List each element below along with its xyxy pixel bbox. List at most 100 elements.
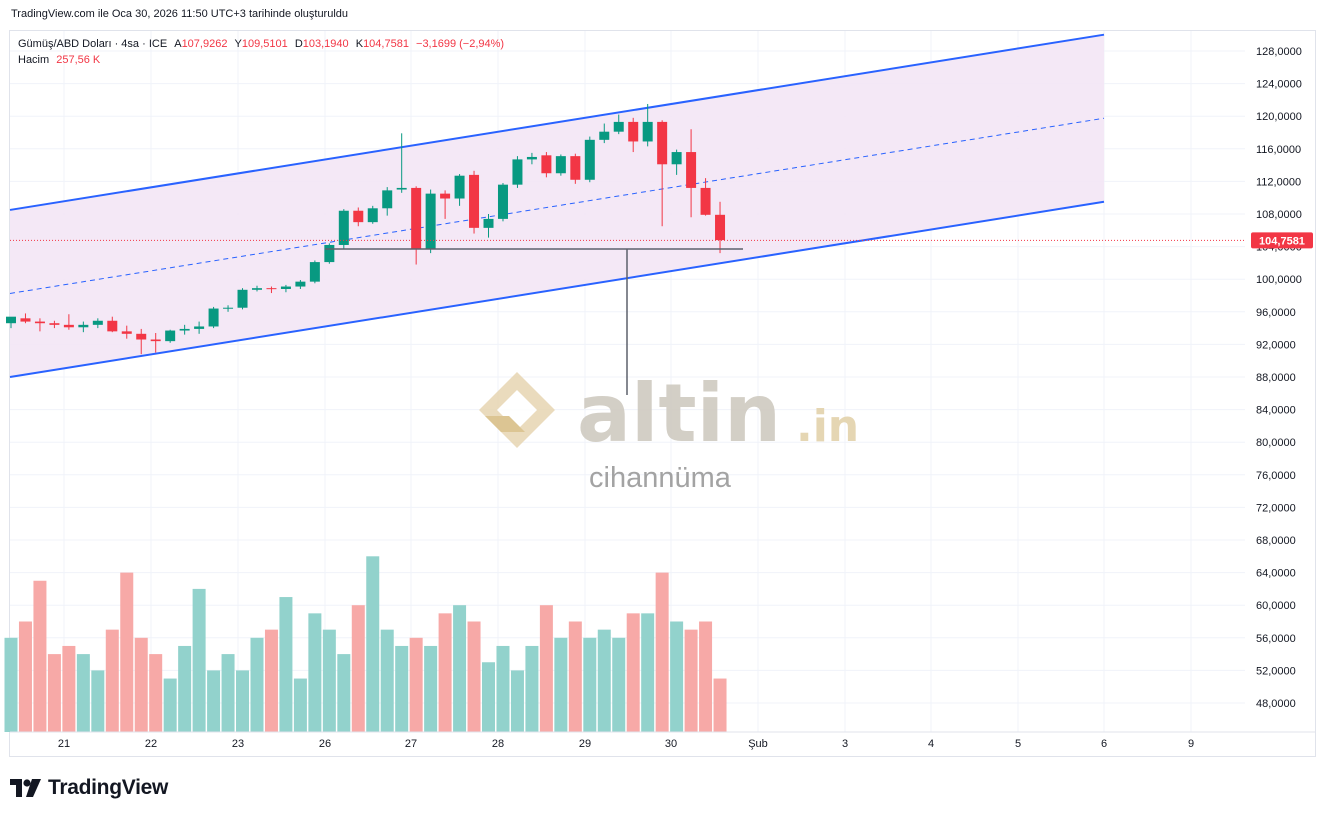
price-tick-label: 96,0000	[1256, 307, 1296, 319]
price-tick-label: 100,0000	[1256, 274, 1302, 286]
price-tick-label: 84,0000	[1256, 405, 1296, 417]
volume-bar	[684, 629, 698, 732]
volume-value: 257,56 K	[56, 54, 101, 66]
time-tick-label: 6	[1101, 738, 1107, 750]
channel-median-line	[9, 117, 1105, 294]
volume-bar	[207, 670, 221, 732]
time-tick-label: 5	[1015, 738, 1021, 750]
candle-body	[121, 331, 132, 334]
volume-bar	[18, 621, 32, 732]
volume-bar	[105, 629, 119, 732]
volume-bar	[149, 654, 163, 732]
volume-bar	[525, 645, 539, 732]
price-tick-label: 112,0000	[1256, 176, 1301, 188]
candle-body	[671, 152, 682, 165]
candle-body	[353, 210, 364, 223]
volume-bar	[264, 629, 278, 732]
volume-bar	[163, 678, 177, 732]
watermark: altin .in cihannüma	[479, 367, 859, 494]
volume-bar	[192, 588, 206, 732]
candle-body	[223, 307, 234, 309]
volume-bar	[583, 637, 597, 732]
volume-bar	[76, 654, 90, 732]
candle-body	[440, 193, 451, 199]
candle-body	[469, 174, 480, 228]
volume-bar	[568, 621, 582, 732]
price-channel	[9, 33, 1105, 378]
candle-body	[150, 339, 161, 342]
last-price-text: 104,7581	[1259, 235, 1305, 247]
tradingview-logo-icon	[10, 779, 41, 797]
time-axis: 21 22 23 26 27 28 29 30 Şub 3 4 5 6 9	[10, 731, 1316, 750]
volume-bar	[250, 637, 264, 732]
volume-bar	[496, 645, 510, 732]
low-value: 103,1940	[302, 38, 349, 50]
volume-bar	[482, 662, 496, 732]
candle-body	[483, 218, 494, 228]
candle-body	[34, 321, 45, 324]
volume-bar	[409, 637, 423, 732]
price-tick-label: 128,0000	[1256, 46, 1302, 58]
candle-body	[107, 320, 118, 332]
time-tick-label: 9	[1188, 738, 1194, 750]
volume-bar	[62, 645, 76, 732]
candle-body	[92, 320, 103, 325]
candle-body	[642, 121, 653, 142]
volume-bar	[554, 637, 568, 732]
time-tick-label: 29	[579, 738, 591, 750]
volume-bar	[453, 605, 467, 732]
tradingview-logo[interactable]: TradingView	[10, 776, 168, 800]
volume-bar	[4, 637, 18, 732]
candle-body	[425, 193, 436, 250]
volume-bar	[47, 654, 61, 732]
volume-bar	[510, 670, 524, 732]
price-tick-label: 120,0000	[1256, 111, 1302, 123]
watermark-brand-suffix: .in	[796, 401, 859, 452]
tradingview-logo-text: TradingView	[48, 776, 169, 799]
time-tick-label: 27	[405, 738, 417, 750]
price-tick-label: 108,0000	[1256, 209, 1302, 221]
volume-bar	[279, 597, 293, 732]
candle-body	[324, 244, 335, 263]
time-tick-label: 23	[232, 738, 244, 750]
candle-body	[78, 324, 89, 328]
candle-body	[165, 330, 176, 342]
time-tick-label: 22	[145, 738, 157, 750]
candle-body	[251, 288, 262, 290]
candle-body	[715, 214, 726, 241]
candle-body	[194, 326, 205, 329]
close-label: K	[355, 38, 364, 50]
time-tick-label: Şub	[748, 738, 768, 750]
candle-body	[686, 152, 697, 188]
open-label: A	[174, 38, 182, 50]
volume-bar	[337, 654, 351, 732]
candle-body	[599, 131, 610, 140]
candle-body	[454, 175, 465, 199]
channel-upper-line	[9, 33, 1105, 211]
symbol-name[interactable]: Gümüş/ABD Doları · 4sa · ICE	[18, 38, 168, 50]
change-value: −3,1699 (−2,94%)	[416, 38, 505, 50]
volume-bar	[597, 629, 611, 732]
price-tick-label: 48,0000	[1256, 698, 1296, 710]
channel-lower-line	[9, 200, 1105, 378]
chart-legend: Gümüş/ABD Doları · 4sa · ICE A107,9262 Y…	[18, 36, 504, 68]
high-label: Y	[234, 38, 242, 50]
time-tick-label: 3	[842, 738, 848, 750]
candle-body	[208, 308, 219, 327]
chart-annotations	[10, 239, 1245, 395]
candle-body	[526, 156, 537, 160]
candle-body	[657, 121, 668, 165]
candle-body	[497, 184, 508, 219]
volume-bar	[612, 637, 626, 732]
time-tick-label: 28	[492, 738, 504, 750]
volume-label: Hacim	[18, 54, 50, 66]
volume-bar	[351, 605, 365, 732]
chart-caption: TradingView.com ile Oca 30, 2026 11:50 U…	[11, 8, 349, 20]
volume-bar	[713, 678, 727, 732]
close-value: 104,7581	[363, 38, 409, 50]
volume-bar	[380, 629, 394, 732]
time-tick-label: 26	[319, 738, 331, 750]
volume-bar	[655, 572, 669, 732]
volume-bar	[91, 670, 105, 732]
